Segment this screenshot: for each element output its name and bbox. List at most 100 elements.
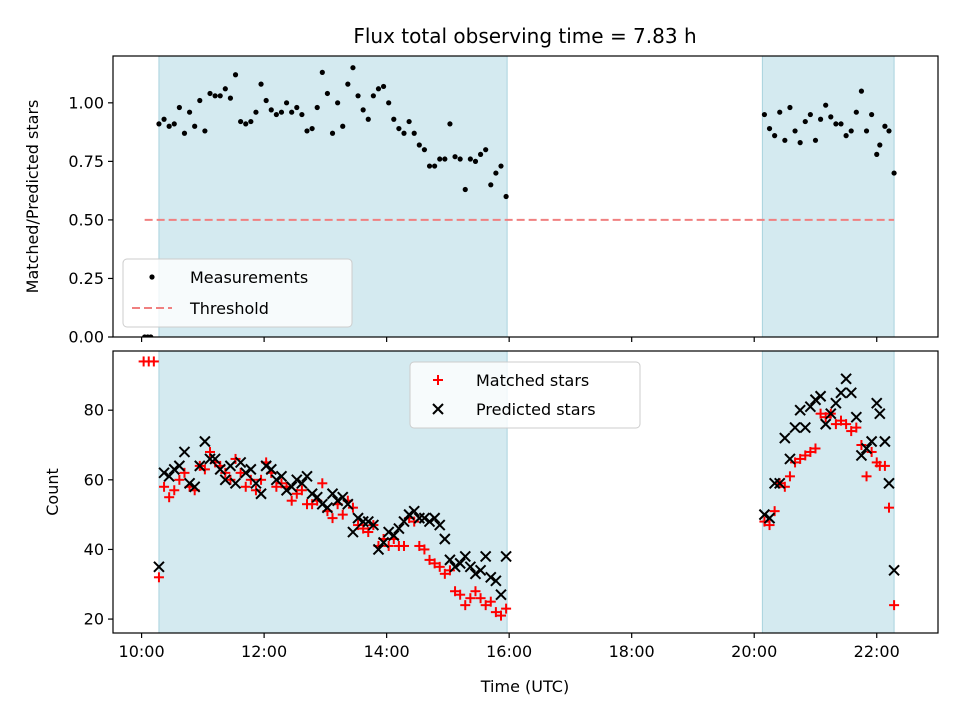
- matched-star-point: [769, 506, 780, 517]
- measurement-point: [432, 163, 438, 169]
- measurement-point: [503, 193, 509, 200]
- marker-stroke: [835, 387, 847, 399]
- marker-stroke: [439, 533, 451, 545]
- matched-star-point: [256, 474, 267, 485]
- predicted-star-point: [337, 491, 349, 503]
- matched-star-point: [164, 492, 175, 503]
- matched-star-point: [383, 540, 394, 551]
- matched-star-point: [276, 478, 287, 489]
- predicted-star-point: [158, 467, 170, 479]
- predicted-star-point: [804, 400, 817, 413]
- marker-stroke: [454, 557, 466, 570]
- marker-stroke: [840, 373, 852, 385]
- matched-star-point: [337, 509, 348, 520]
- measurement-point: [329, 130, 336, 136]
- marker-stroke: [250, 477, 262, 490]
- marker-stroke: [393, 522, 405, 535]
- x-tick-label: 12:00: [241, 642, 287, 661]
- marker-stroke: [255, 488, 267, 500]
- legend-marker-measurements: [149, 274, 155, 280]
- predicted-star-point: [423, 515, 436, 528]
- predicted-star-point: [774, 477, 786, 490]
- measurement-point: [792, 128, 798, 134]
- predicted-star-point: [495, 588, 507, 601]
- matched-star-point: [153, 572, 164, 583]
- marker-stroke: [888, 564, 900, 577]
- matched-star-point: [327, 513, 338, 524]
- predicted-star-point: [173, 460, 186, 472]
- matched-star-point: [439, 568, 450, 579]
- predicted-star-point: [855, 449, 868, 462]
- predicted-star-point: [444, 554, 456, 566]
- predicted-star-point: [250, 477, 262, 490]
- predicted-star-point: [260, 460, 272, 472]
- marker-stroke: [819, 418, 832, 430]
- predicted-star-point: [845, 387, 857, 399]
- matched-star-point: [409, 516, 420, 527]
- predicted-star-point: [285, 481, 298, 493]
- marker-stroke: [234, 456, 247, 469]
- measurement-point: [863, 128, 870, 134]
- measurement-point: [166, 123, 172, 129]
- predicted-star-point: [398, 515, 410, 528]
- marker-stroke: [240, 467, 252, 479]
- marker-stroke: [260, 460, 272, 472]
- matched-star-point: [179, 467, 190, 478]
- predicted-star-point: [768, 477, 781, 490]
- predicted-star-point: [388, 529, 400, 542]
- marker-stroke: [306, 488, 318, 500]
- measurement-point: [161, 116, 167, 122]
- marker-stroke: [158, 467, 170, 479]
- marker-stroke: [779, 432, 791, 444]
- predicted-star-point: [789, 421, 801, 434]
- observing-window-shade: [762, 351, 895, 633]
- marker-stroke: [388, 529, 400, 542]
- matched-star-point: [866, 446, 877, 457]
- matched-star-point: [230, 453, 241, 464]
- marker-stroke: [479, 550, 492, 563]
- measurement-point: [848, 128, 854, 134]
- measurement-point: [498, 163, 504, 169]
- predicted-star-point: [485, 571, 497, 584]
- marker-stroke: [163, 470, 175, 483]
- marker-stroke: [209, 453, 221, 465]
- measurement-point: [477, 151, 484, 157]
- predicted-star-point: [352, 512, 364, 524]
- y-tick-label: 0.25: [68, 269, 104, 288]
- measurement-point: [472, 158, 479, 164]
- measurement-point: [761, 111, 768, 118]
- matched-star-point: [199, 464, 210, 475]
- y-tick-label: 60: [84, 470, 104, 489]
- measurement-point: [777, 109, 783, 115]
- matched-star-point: [414, 540, 425, 551]
- predicted-star-point: [219, 474, 232, 486]
- marker-stroke: [763, 512, 776, 524]
- marker-stroke: [270, 474, 283, 486]
- predicted-star-point: [377, 536, 390, 549]
- measurement-point: [192, 123, 198, 129]
- predicted-star-point: [240, 467, 252, 479]
- marker-stroke: [883, 477, 895, 490]
- measurement-point: [212, 93, 218, 99]
- matched-star-point: [235, 467, 246, 478]
- predicted-star-point: [799, 421, 811, 434]
- matched-star-point: [419, 544, 430, 555]
- predicted-star-point: [194, 460, 206, 472]
- matched-star-point: [307, 499, 318, 510]
- predicted-star-point: [255, 488, 267, 500]
- predicted-star-point: [428, 512, 441, 524]
- predicted-star-point: [224, 460, 237, 472]
- measurement-point: [227, 95, 234, 101]
- predicted-star-point: [454, 557, 466, 570]
- marker-stroke: [444, 554, 456, 566]
- measurement-point: [156, 121, 162, 127]
- measurement-point: [350, 65, 356, 71]
- marker-stroke: [830, 397, 842, 409]
- predicted-star-point: [393, 522, 405, 535]
- measurement-point: [766, 125, 773, 132]
- legend-label-threshold: Threshold: [189, 299, 269, 318]
- predicted-star-point: [871, 397, 883, 409]
- marker-stroke: [168, 463, 180, 476]
- marker-stroke: [352, 512, 364, 524]
- measurement-point: [340, 123, 346, 129]
